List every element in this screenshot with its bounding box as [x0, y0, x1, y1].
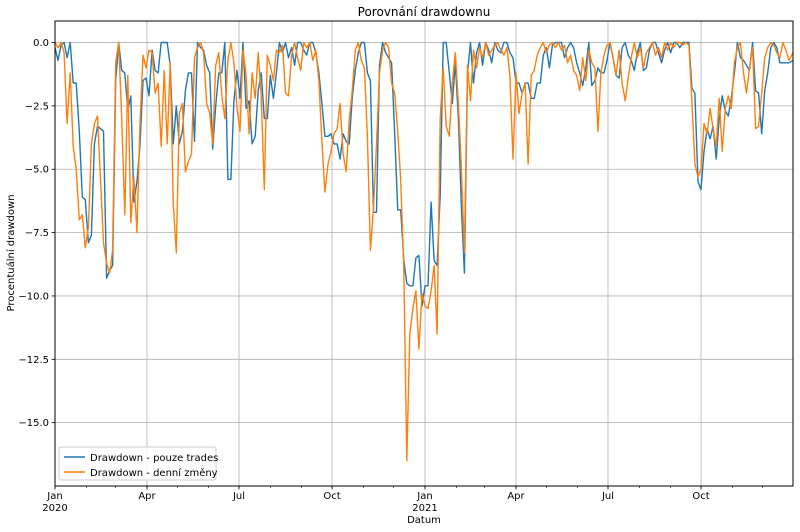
- x-tick-label: Jan: [416, 491, 432, 502]
- x-tick-label: Jan: [46, 491, 62, 502]
- axis-layer: 0.0−2.5−5.0−7.5−10.0−12.5−15.0Jan2020Apr…: [18, 38, 763, 514]
- x-axis-label: Datum: [407, 515, 441, 526]
- legend-box: [58, 446, 217, 481]
- series-layer: [54, 41, 794, 462]
- x-tick-label: Jul: [232, 491, 245, 502]
- chart-title: Porovnání drawdownu: [358, 5, 491, 19]
- x-tick-year-label: 2021: [412, 503, 437, 514]
- y-tick-label: −2.5: [25, 101, 49, 112]
- legend-label-daily: Drawdown - denní změny: [90, 467, 218, 479]
- y-tick-label: −12.5: [18, 355, 49, 366]
- x-tick-label: Apr: [138, 491, 156, 502]
- plot-frame: [54, 20, 794, 487]
- x-tick-label: Apr: [507, 491, 525, 502]
- x-tick-label: Oct: [692, 491, 709, 502]
- y-axis-label: Procentuální drawdown: [5, 194, 17, 311]
- y-tick-label: −15.0: [18, 418, 49, 429]
- series-line-daily: [54, 41, 794, 462]
- legend: Drawdown - pouze trades Drawdown - denní…: [58, 446, 218, 481]
- y-tick-label: −5.0: [25, 165, 49, 176]
- legend-label-trades: Drawdown - pouze trades: [90, 453, 218, 464]
- y-tick-label: 0.0: [33, 38, 49, 49]
- x-tick-year-label: 2020: [42, 503, 67, 514]
- y-tick-label: −10.0: [18, 291, 49, 302]
- x-tick-label: Oct: [323, 491, 340, 502]
- y-tick-label: −7.5: [25, 228, 49, 239]
- x-tick-label: Jul: [601, 491, 614, 502]
